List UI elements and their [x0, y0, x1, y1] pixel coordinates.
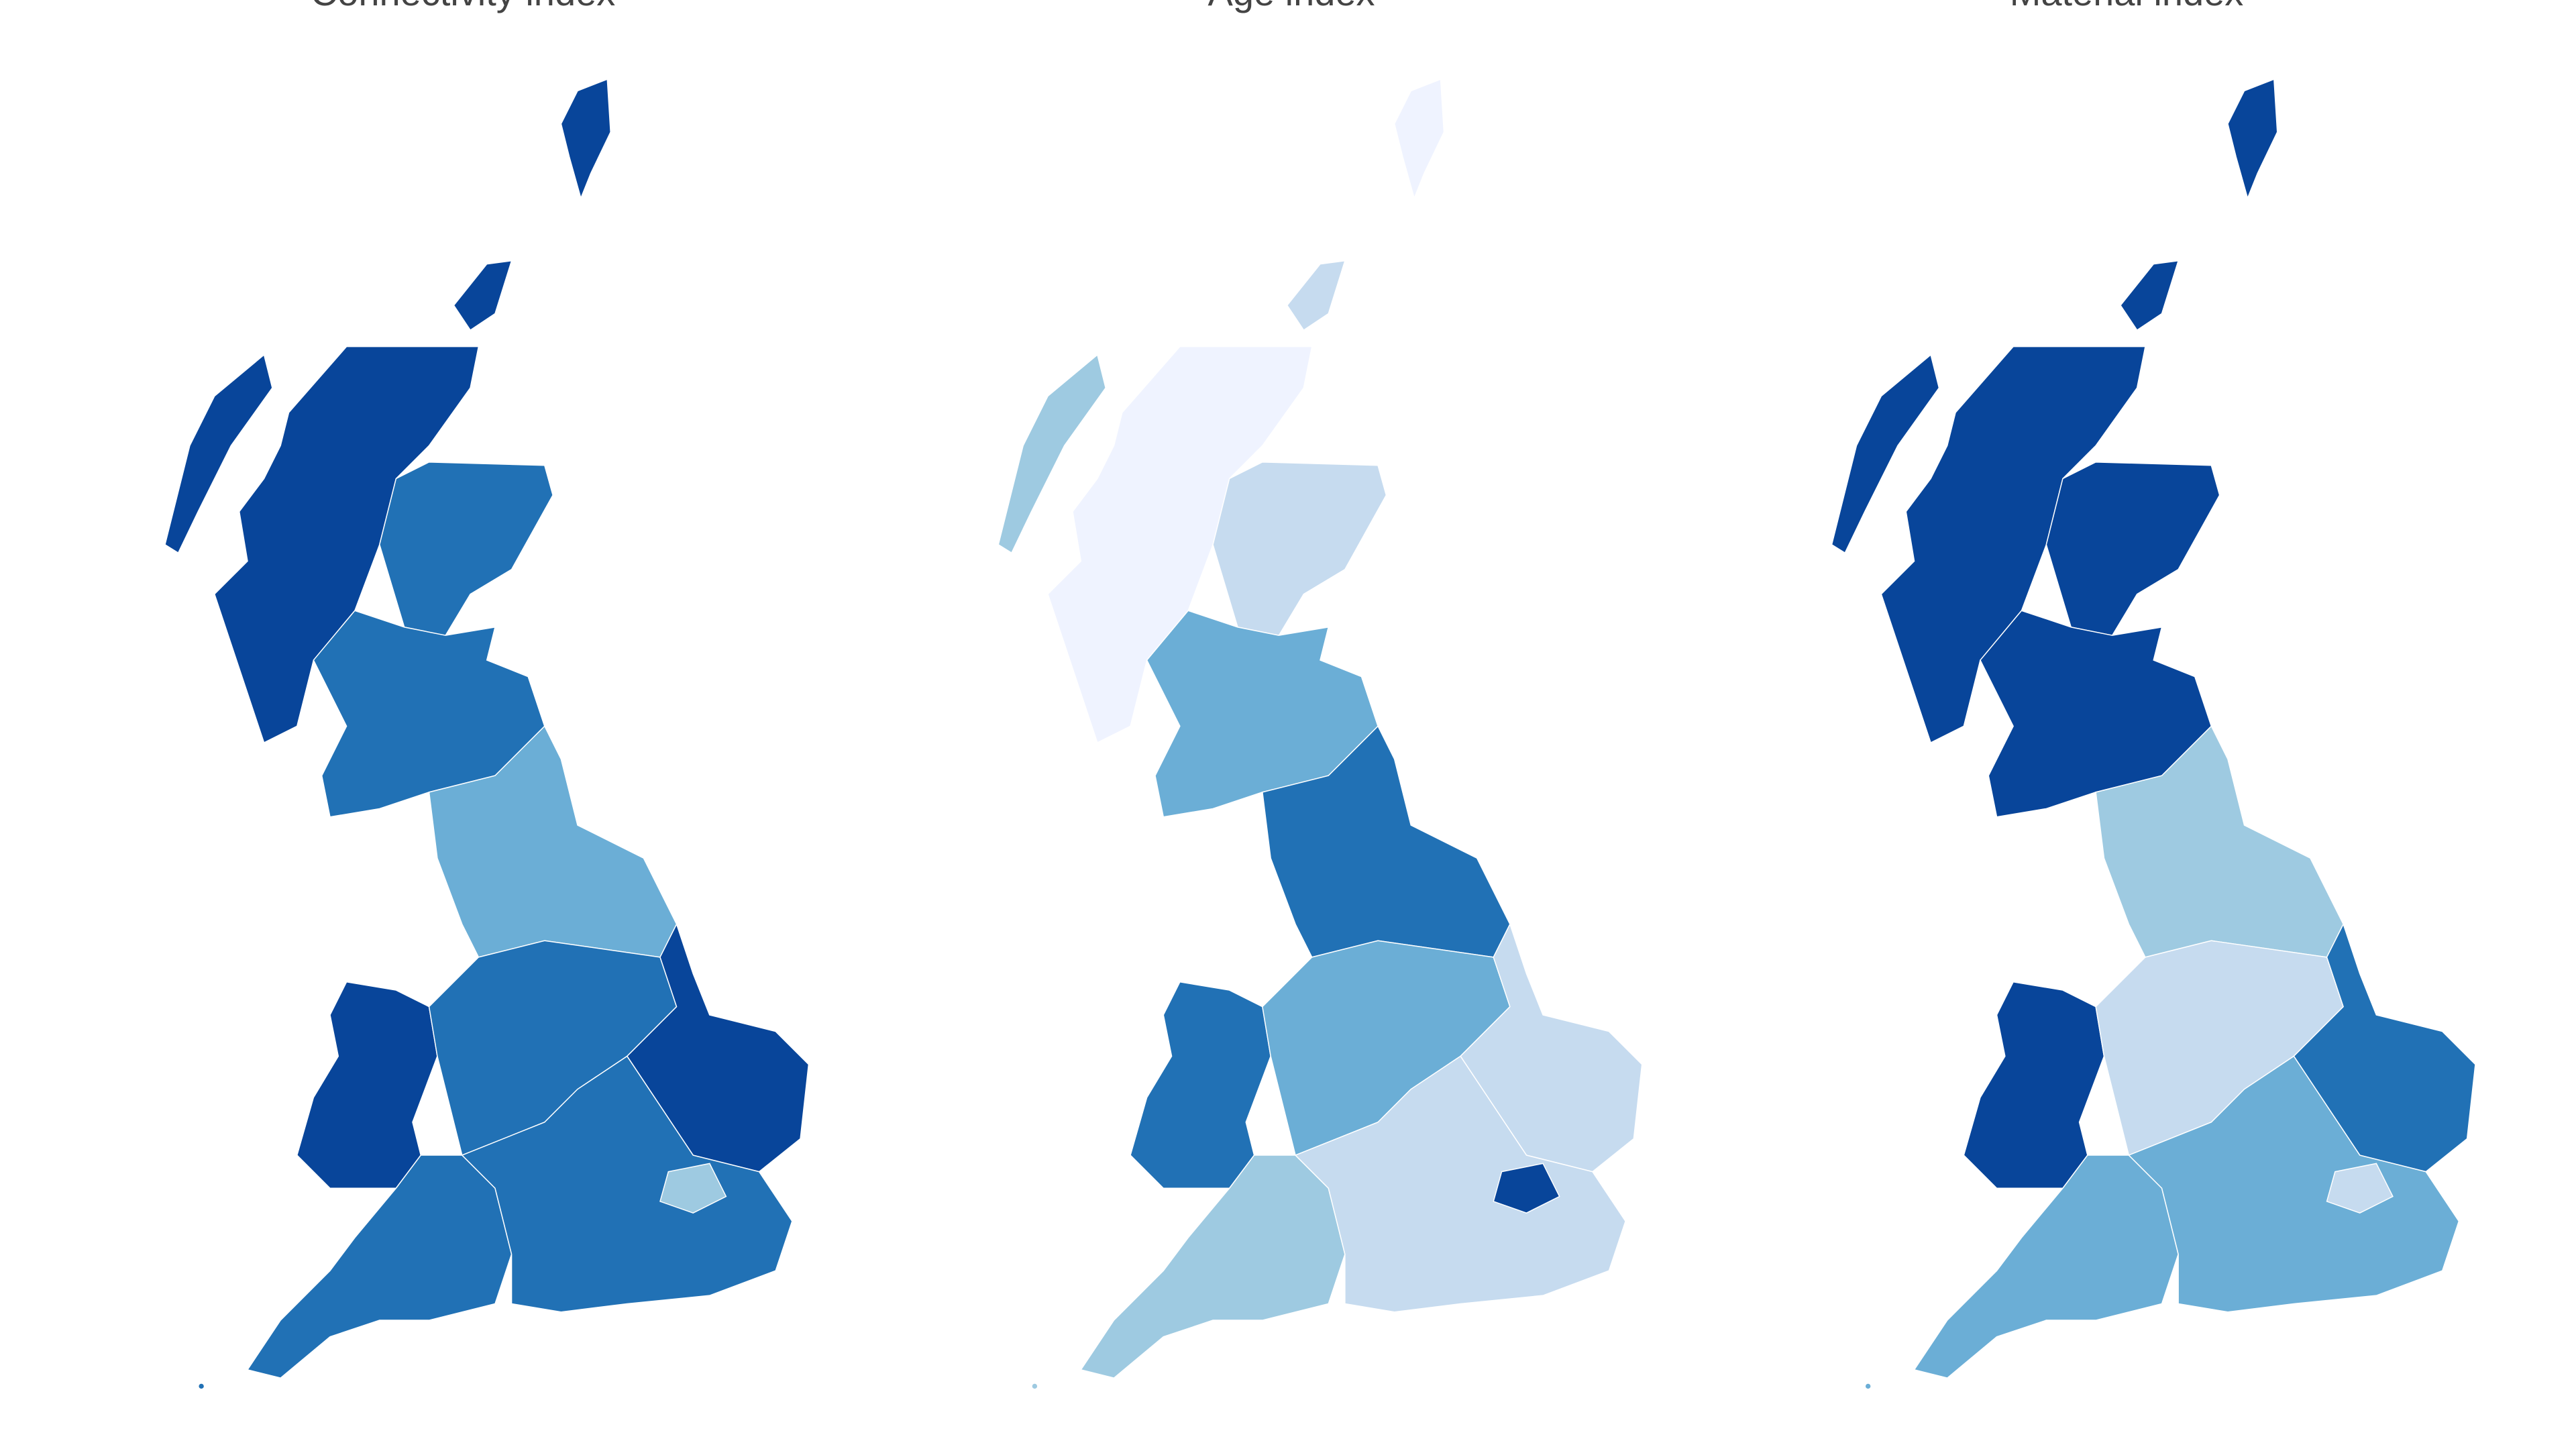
region-scilly	[1865, 1383, 1871, 1389]
region-south-east	[461, 1055, 793, 1313]
region-wales	[296, 981, 438, 1189]
region-shetland	[2227, 78, 2278, 200]
region-wales	[1130, 981, 1271, 1189]
region-london	[659, 1163, 727, 1214]
region-highlands	[1880, 345, 2146, 744]
region-highlands	[213, 345, 480, 744]
region-orkney	[1286, 260, 1346, 331]
map-title-age: Age index	[1208, 0, 1375, 14]
map-3	[1831, 78, 2476, 1389]
map-1	[164, 78, 810, 1389]
region-london	[2326, 1163, 2394, 1214]
region-east-anglia	[626, 922, 810, 1173]
region-east-anglia	[1460, 922, 1643, 1173]
region-orkney	[453, 260, 513, 331]
region-scilly	[1032, 1383, 1038, 1389]
region-scilly	[199, 1383, 204, 1389]
region-highlands	[1047, 345, 1313, 744]
region-london	[1493, 1163, 1560, 1214]
region-wales	[1963, 981, 2105, 1189]
map-title-connectivity: Connectivity index	[311, 0, 615, 14]
region-outer-hebrides	[164, 354, 273, 554]
region-shetland	[1393, 78, 1445, 200]
region-outer-hebrides	[998, 354, 1106, 554]
region-south-east	[2128, 1055, 2460, 1313]
region-north-east-scotland	[1212, 462, 1387, 636]
region-orkney	[2120, 260, 2180, 331]
region-north-east-scotland	[2045, 462, 2220, 636]
region-north-east-scotland	[379, 462, 553, 636]
region-south-east	[1294, 1055, 1626, 1313]
region-east-anglia	[2293, 922, 2476, 1173]
region-outer-hebrides	[1831, 354, 1940, 554]
map-title-material: Material index	[2010, 0, 2244, 14]
region-shetland	[560, 78, 611, 200]
map-2	[998, 78, 1643, 1389]
